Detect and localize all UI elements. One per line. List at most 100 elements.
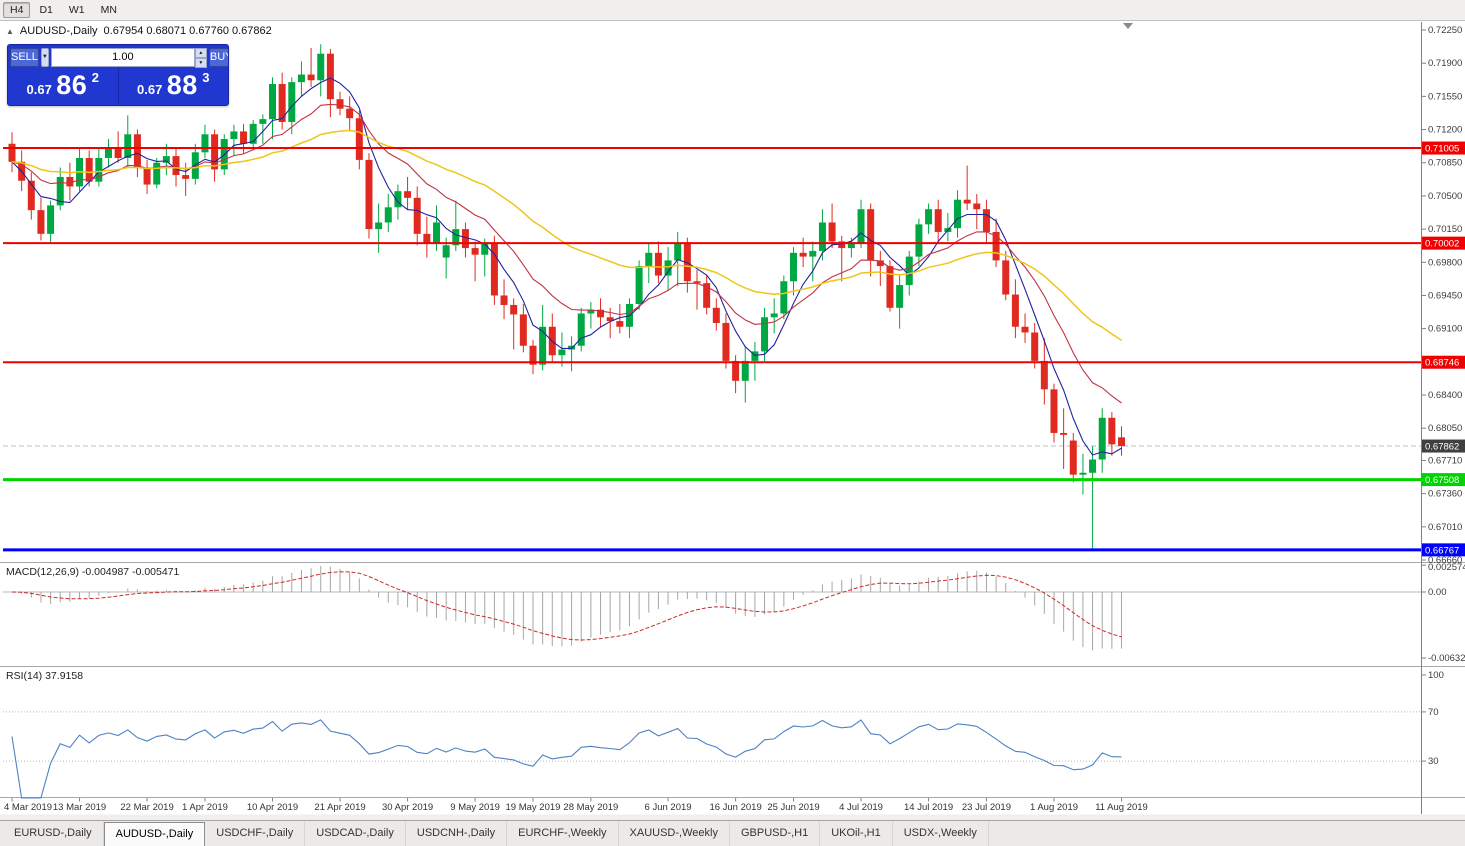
buy-button[interactable]: BUY xyxy=(208,47,228,67)
svg-text:0.71550: 0.71550 xyxy=(1428,91,1462,102)
tab-eurchf-weekly[interactable]: EURCHF-,Weekly xyxy=(507,821,619,846)
buy-price-prefix: 0.67 xyxy=(137,82,163,97)
date-axis[interactable]: 4 Mar 2019 13 Mar 2019 22 Mar 2019 1 Apr 20… xyxy=(4,798,1148,813)
svg-text:23 Jul 2019: 23 Jul 2019 xyxy=(962,802,1011,813)
timeframe-d1-button[interactable]: D1 xyxy=(32,2,59,18)
tab-usdx-weekly[interactable]: USDX-,Weekly xyxy=(893,821,989,846)
volume-control: ▲ ▼ xyxy=(50,47,207,68)
svg-text:0.70500: 0.70500 xyxy=(1428,191,1462,202)
svg-text:0.00: 0.00 xyxy=(1428,587,1447,598)
horizontal-scrollbar[interactable] xyxy=(0,814,1465,821)
tab-audusd-daily[interactable]: AUDUSD-,Daily xyxy=(103,822,206,846)
svg-text:0.69450: 0.69450 xyxy=(1428,290,1462,301)
svg-text:0.68050: 0.68050 xyxy=(1428,423,1462,434)
chart-symbol-label: AUDUSD-,Daily xyxy=(19,25,98,37)
tab-ukoil-h1[interactable]: UKOil-,H1 xyxy=(820,821,893,846)
sell-button[interactable]: SELL xyxy=(10,47,39,67)
tab-usdcnh-daily[interactable]: USDCNH-,Daily xyxy=(406,821,508,846)
svg-text:-0.006326: -0.006326 xyxy=(1428,653,1465,664)
rsi-indicator-label: RSI(14) 37.9158 xyxy=(6,670,84,682)
one-click-trading-panel: SELL ▼ ▲ ▼ BUY 0.67 86 2 0.67 88 3 xyxy=(7,44,229,106)
chart-title: ▲ AUDUSD-,Daily 0.67954 0.68071 0.67760 … xyxy=(6,25,272,37)
svg-text:4 Mar 2019: 4 Mar 2019 xyxy=(4,802,52,813)
chart-tab-bar: EURUSD-,Daily AUDUSD-,Daily USDCHF-,Dail… xyxy=(0,820,1465,846)
rsi-level-lines xyxy=(3,711,1421,762)
svg-text:0.69800: 0.69800 xyxy=(1428,257,1462,268)
svg-text:0.67010: 0.67010 xyxy=(1428,522,1462,533)
svg-text:0.67508: 0.67508 xyxy=(1425,475,1459,486)
svg-text:0.67710: 0.67710 xyxy=(1428,455,1462,466)
macd-signal-line xyxy=(11,571,1122,641)
svg-text:0.70850: 0.70850 xyxy=(1428,158,1462,169)
volume-input[interactable] xyxy=(50,47,195,67)
svg-text:0.68746: 0.68746 xyxy=(1425,358,1459,369)
trade-prices-row: 0.67 86 2 0.67 88 3 xyxy=(8,68,228,105)
price-axis[interactable]: 0.72250 0.71900 0.71550 0.71200 0.70850 0.705… xyxy=(1421,22,1465,814)
svg-text:0.67862: 0.67862 xyxy=(1425,442,1459,453)
sell-price-prefix: 0.67 xyxy=(26,82,52,97)
svg-text:0.69100: 0.69100 xyxy=(1428,324,1462,335)
ma-mid-line xyxy=(11,103,1122,404)
buy-price-big-digits: 88 xyxy=(166,70,198,100)
volume-increase-icon[interactable]: ▲ xyxy=(194,47,207,58)
timeframe-toolbar: H4 D1 W1 MN xyxy=(0,0,1465,21)
svg-text:11 Aug 2019: 11 Aug 2019 xyxy=(1095,802,1148,813)
candlestick-series[interactable] xyxy=(8,44,1126,550)
sell-price[interactable]: 0.67 86 2 xyxy=(8,68,118,105)
svg-text:21 Apr 2019: 21 Apr 2019 xyxy=(314,802,365,813)
svg-text:0.002574: 0.002574 xyxy=(1428,562,1465,573)
svg-text:1 Apr 2019: 1 Apr 2019 xyxy=(182,802,228,813)
sell-price-big-digits: 86 xyxy=(56,70,88,100)
svg-text:0.71005: 0.71005 xyxy=(1425,144,1459,155)
svg-text:16 Jun 2019: 16 Jun 2019 xyxy=(709,802,761,813)
svg-text:100: 100 xyxy=(1428,670,1444,681)
svg-text:13 Mar 2019: 13 Mar 2019 xyxy=(53,802,106,813)
svg-text:0.72250: 0.72250 xyxy=(1428,25,1462,36)
collapse-panel-icon[interactable]: ▲ xyxy=(6,26,14,36)
svg-text:6 Jun 2019: 6 Jun 2019 xyxy=(645,802,692,813)
svg-text:28 May 2019: 28 May 2019 xyxy=(563,802,618,813)
chart-shift-marker[interactable] xyxy=(1123,23,1133,29)
svg-text:0.70002: 0.70002 xyxy=(1425,239,1459,250)
timeframe-mn-button[interactable]: MN xyxy=(94,2,124,18)
svg-text:1 Aug 2019: 1 Aug 2019 xyxy=(1030,802,1078,813)
buy-price[interactable]: 0.67 88 3 xyxy=(117,68,229,105)
svg-text:0.68400: 0.68400 xyxy=(1428,390,1462,401)
tab-gbpusd-h1[interactable]: GBPUSD-,H1 xyxy=(730,821,821,846)
tab-usdchf-daily[interactable]: USDCHF-,Daily xyxy=(205,821,306,846)
svg-text:70: 70 xyxy=(1428,707,1439,718)
svg-text:0.70150: 0.70150 xyxy=(1428,224,1462,235)
svg-text:0.67360: 0.67360 xyxy=(1428,489,1462,500)
svg-text:30: 30 xyxy=(1428,756,1439,767)
svg-text:0.71900: 0.71900 xyxy=(1428,58,1462,69)
trade-controls-row: SELL ▼ ▲ ▼ BUY xyxy=(8,45,228,68)
svg-text:14 Jul 2019: 14 Jul 2019 xyxy=(904,802,953,813)
buy-price-pip-digit: 3 xyxy=(202,70,210,85)
svg-text:22 Mar 2019: 22 Mar 2019 xyxy=(120,802,173,813)
timeframe-w1-button[interactable]: W1 xyxy=(62,2,92,18)
axis-price-badges: 0.71005 0.70002 0.68746 0.67508 0.66767 0.678… xyxy=(1422,141,1465,557)
rsi-line xyxy=(11,719,1122,799)
tab-eurusd-daily[interactable]: EURUSD-,Daily xyxy=(3,821,104,846)
ma-slow-line xyxy=(11,129,1122,342)
svg-text:25 Jun 2019: 25 Jun 2019 xyxy=(767,802,819,813)
svg-text:0.66767: 0.66767 xyxy=(1425,545,1459,556)
panel-separators[interactable] xyxy=(0,562,1465,798)
ma-fast-line xyxy=(11,77,1122,456)
timeframe-h4-button[interactable]: H4 xyxy=(3,2,31,18)
macd-indicator-label: MACD(12,26,9) -0.004987 -0.005471 xyxy=(6,566,180,578)
svg-text:4 Jul 2019: 4 Jul 2019 xyxy=(839,802,883,813)
volume-preset-dropdown[interactable]: ▼ xyxy=(40,47,49,67)
horizontal-level-lines[interactable] xyxy=(3,147,1421,552)
tab-xauusd-weekly[interactable]: XAUUSD-,Weekly xyxy=(619,821,730,846)
sell-price-pip-digit: 2 xyxy=(91,70,99,85)
svg-text:10 Apr 2019: 10 Apr 2019 xyxy=(247,802,298,813)
tab-usdcad-daily[interactable]: USDCAD-,Daily xyxy=(305,821,406,846)
svg-text:9 May 2019: 9 May 2019 xyxy=(450,802,500,813)
volume-decrease-icon[interactable]: ▼ xyxy=(194,57,207,68)
svg-text:0.66660: 0.66660 xyxy=(1428,555,1462,566)
volume-stepper: ▲ ▼ xyxy=(194,47,207,68)
svg-text:30 Apr 2019: 30 Apr 2019 xyxy=(382,802,433,813)
